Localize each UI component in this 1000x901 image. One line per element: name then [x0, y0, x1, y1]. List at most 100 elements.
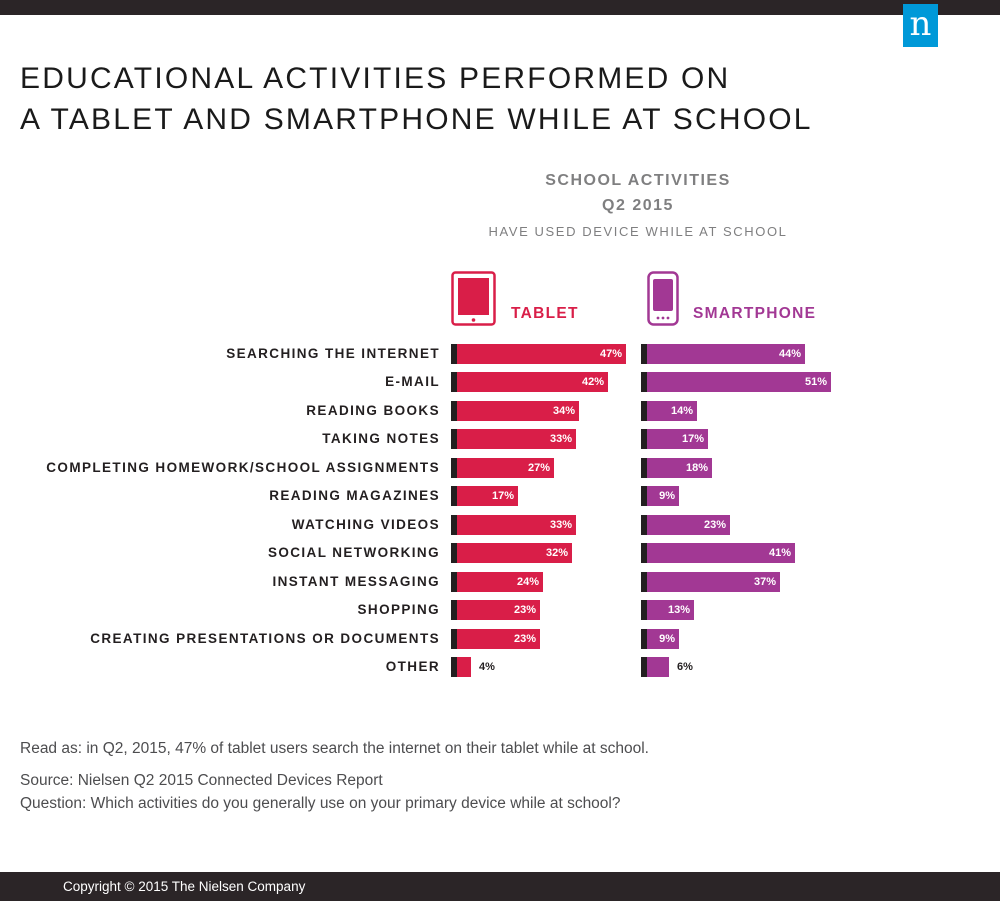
axis-stub-tablet [451, 572, 457, 592]
bar-smartphone-other [647, 657, 669, 677]
axis-stub-tablet [451, 486, 457, 506]
question-note: Question: Which activities do you genera… [20, 795, 621, 812]
copyright-text: Copyright © 2015 The Nielsen Company [63, 879, 306, 894]
axis-stub-tablet [451, 600, 457, 620]
value-label-smartphone-other: 6% [677, 661, 693, 673]
footer-bar: Copyright © 2015 The Nielsen Company [0, 872, 1000, 901]
category-label-social-networking: SOCIAL NETWORKING [267, 545, 440, 560]
chart-subtitle: Q2 2015 [602, 197, 674, 214]
category-label-shopping: SHOPPING [357, 602, 440, 617]
page-title: EDUCATIONAL ACTIVITIES PERFORMED ON A TA… [20, 58, 880, 140]
axis-stub-tablet [451, 657, 457, 677]
bar-smartphone-searching-the-internet [647, 344, 805, 364]
value-label-tablet-reading-books: 34% [552, 405, 575, 417]
value-label-smartphone-shopping: 13% [667, 604, 690, 616]
value-label-smartphone-social-networking: 41% [768, 547, 791, 559]
bar-smartphone-instant-messaging [647, 572, 780, 592]
value-label-tablet-completing-homework-school-assignments: 27% [527, 462, 550, 474]
category-label-completing-homework-school-assignments: COMPLETING HOMEWORK/SCHOOL ASSIGNMENTS [46, 460, 440, 475]
bar-tablet-completing-homework-school-assignments [457, 458, 554, 478]
title-line-1: EDUCATIONAL ACTIVITIES PERFORMED ON [20, 62, 731, 96]
axis-stub-tablet [451, 344, 457, 364]
axis-stub-smartphone [641, 429, 647, 449]
axis-stub-smartphone [641, 543, 647, 563]
category-label-taking-notes: TAKING NOTES [322, 431, 440, 446]
bar-tablet-other [457, 657, 471, 677]
value-label-tablet-other: 4% [479, 661, 495, 673]
category-label-instant-messaging: INSTANT MESSAGING [272, 574, 440, 589]
value-label-smartphone-taking-notes: 17% [681, 433, 704, 445]
axis-stub-tablet [451, 429, 457, 449]
axis-stub-tablet [451, 401, 457, 421]
axis-stub-tablet [451, 372, 457, 392]
value-label-tablet-e-mail: 42% [581, 376, 604, 388]
axis-stub-tablet [451, 458, 457, 478]
bar-tablet-e-mail [457, 372, 608, 392]
value-label-tablet-creating-presentations-or-documents: 23% [513, 633, 536, 645]
category-label-reading-books: READING BOOKS [306, 403, 440, 418]
value-label-tablet-shopping: 23% [513, 604, 536, 616]
bar-tablet-reading-magazines [457, 486, 518, 506]
value-label-smartphone-reading-books: 14% [670, 405, 693, 417]
axis-stub-tablet [451, 515, 457, 535]
category-label-reading-magazines: READING MAGAZINES [269, 488, 440, 503]
bar-tablet-social-networking [457, 543, 572, 563]
bar-smartphone-e-mail [647, 372, 831, 392]
value-label-tablet-reading-magazines: 17% [491, 490, 514, 502]
top-bar [0, 0, 1000, 15]
bar-smartphone-social-networking [647, 543, 795, 563]
legend-tablet: TABLET [511, 305, 579, 322]
axis-stub-tablet [451, 629, 457, 649]
axis-stub-smartphone [641, 657, 647, 677]
category-label-creating-presentations-or-documents: CREATING PRESENTATIONS OR DOCUMENTS [90, 631, 440, 646]
bar-tablet-reading-books [457, 401, 579, 421]
source-note: Source: Nielsen Q2 2015 Connected Device… [20, 772, 383, 789]
value-label-smartphone-reading-magazines: 9% [659, 490, 675, 502]
bar-smartphone-reading-magazines [647, 486, 679, 506]
value-label-tablet-instant-messaging: 24% [516, 576, 539, 588]
tablet-icon [451, 271, 496, 326]
legend-smartphone: SMARTPHONE [693, 305, 817, 322]
chart-subtitle-2: HAVE USED DEVICE WHILE AT SCHOOL [488, 224, 788, 239]
value-label-smartphone-watching-videos: 23% [703, 519, 726, 531]
value-label-smartphone-searching-the-internet: 44% [778, 348, 801, 360]
axis-stub-smartphone [641, 600, 647, 620]
bar-smartphone-taking-notes [647, 429, 708, 449]
bar-tablet-instant-messaging [457, 572, 543, 592]
axis-stub-smartphone [641, 515, 647, 535]
bar-smartphone-reading-books [647, 401, 697, 421]
bar-tablet-creating-presentations-or-documents [457, 629, 540, 649]
nielsen-logo: n [903, 4, 938, 47]
category-label-searching-the-internet: SEARCHING THE INTERNET [226, 346, 440, 361]
value-label-tablet-watching-videos: 33% [549, 519, 572, 531]
value-label-smartphone-completing-homework-school-assignments: 18% [685, 462, 708, 474]
read-as-note: Read as: in Q2, 2015, 47% of tablet user… [20, 740, 649, 757]
bar-tablet-searching-the-internet [457, 344, 626, 364]
value-label-tablet-taking-notes: 33% [549, 433, 572, 445]
category-label-other: OTHER [385, 659, 440, 674]
chart-title: SCHOOL ACTIVITIES [545, 172, 731, 189]
axis-stub-smartphone [641, 372, 647, 392]
value-label-smartphone-creating-presentations-or-documents: 9% [659, 633, 675, 645]
bar-tablet-taking-notes [457, 429, 576, 449]
smartphone-icon [647, 271, 679, 326]
category-label-watching-videos: WATCHING VIDEOS [291, 517, 440, 532]
bar-smartphone-shopping [647, 600, 694, 620]
axis-stub-smartphone [641, 458, 647, 478]
axis-stub-smartphone [641, 572, 647, 592]
axis-stub-smartphone [641, 401, 647, 421]
value-label-tablet-searching-the-internet: 47% [599, 348, 622, 360]
axis-stub-smartphone [641, 344, 647, 364]
bar-smartphone-completing-homework-school-assignments [647, 458, 712, 478]
value-label-smartphone-instant-messaging: 37% [753, 576, 776, 588]
title-line-2: A TABLET AND SMARTPHONE WHILE AT SCHOOL [20, 103, 813, 137]
value-label-tablet-social-networking: 32% [545, 547, 568, 559]
bar-smartphone-watching-videos [647, 515, 730, 535]
bar-smartphone-creating-presentations-or-documents [647, 629, 679, 649]
axis-stub-smartphone [641, 486, 647, 506]
axis-stub-tablet [451, 543, 457, 563]
category-label-e-mail: E-MAIL [385, 374, 440, 389]
value-label-smartphone-e-mail: 51% [804, 376, 827, 388]
bar-tablet-shopping [457, 600, 540, 620]
axis-stub-smartphone [641, 629, 647, 649]
